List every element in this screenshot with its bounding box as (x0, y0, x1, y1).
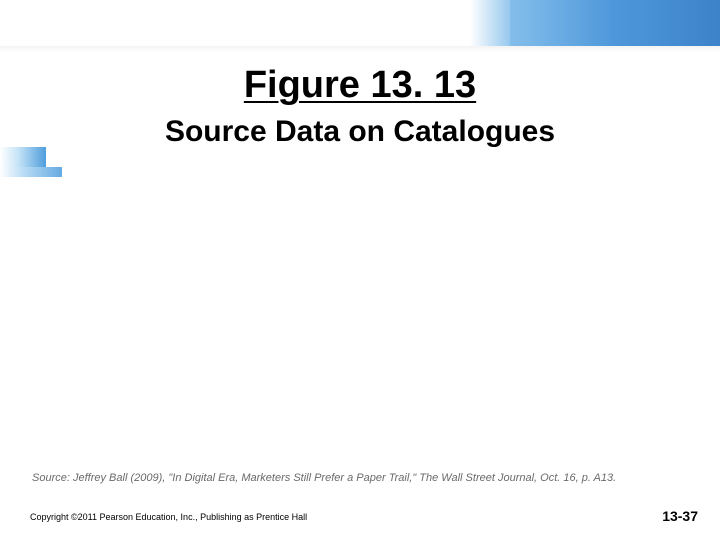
source-author: Jeffrey Ball (2009), (73, 472, 165, 484)
decorative-left-accent (0, 147, 46, 167)
decorative-shadow (0, 46, 720, 52)
copyright-text: Copyright ©2011 Pearson Education, Inc.,… (30, 512, 307, 522)
page-number: 13-37 (662, 508, 698, 524)
source-article-title: "In Digital Era, Marketers Still Prefer … (168, 472, 416, 484)
source-date-page: Oct. 16, p. A13. (540, 472, 616, 484)
source-journal: The Wall Street Journal, (419, 472, 537, 484)
figure-subtitle: Source Data on Catalogues (0, 115, 720, 149)
source-label: Source: (32, 472, 70, 484)
slide-container: Figure 13. 13 Source Data on Catalogues … (0, 0, 720, 540)
figure-title: Figure 13. 13 (0, 64, 720, 107)
decorative-left-accent (0, 167, 62, 177)
decorative-top-band (510, 0, 720, 46)
source-citation: Source: Jeffrey Ball (2009), "In Digital… (32, 472, 700, 484)
